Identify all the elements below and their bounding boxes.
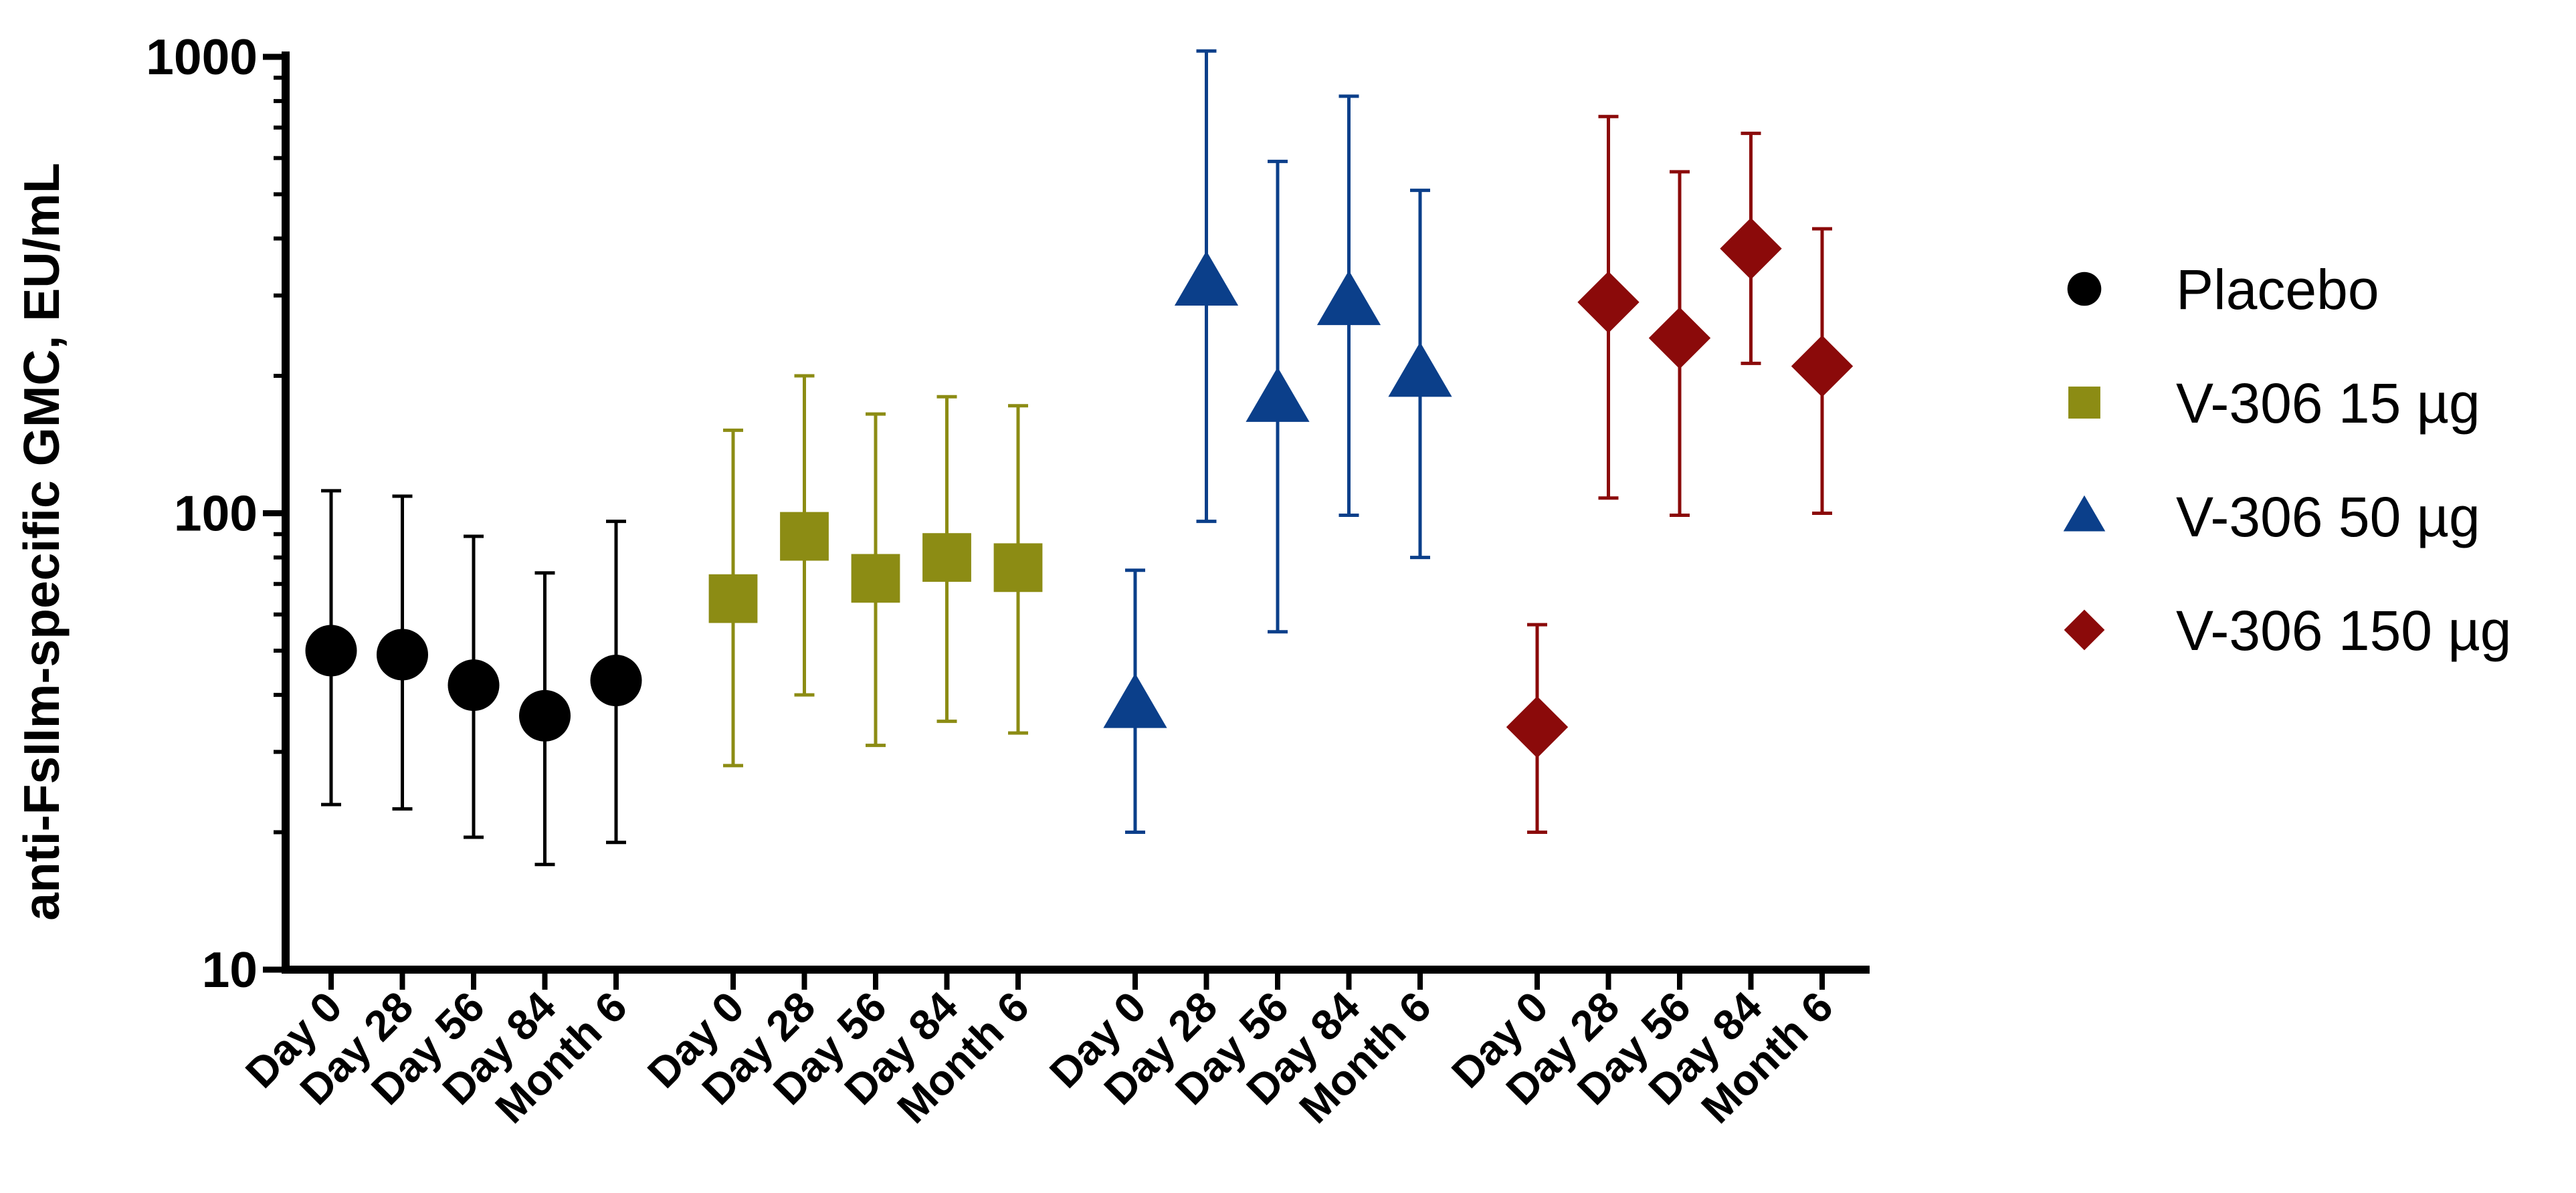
data-point: [305, 625, 357, 677]
data-point: [708, 574, 758, 623]
data-point: [590, 655, 642, 707]
data-point: [1388, 342, 1452, 397]
legend-label: V-306 15 µg: [2176, 372, 2480, 435]
data-point: [780, 512, 829, 561]
legend-label: V-306 50 µg: [2176, 485, 2480, 548]
y-tick-label: 1000: [146, 29, 258, 85]
series-1: [708, 374, 1043, 768]
data-point: [1316, 270, 1381, 326]
legend-marker: [2067, 272, 2102, 306]
data-point: [1246, 366, 1310, 422]
series-3: [1506, 114, 1854, 835]
legend-marker: [2068, 387, 2100, 419]
legend-label: Placebo: [2176, 258, 2379, 321]
legend-marker: [2064, 609, 2105, 651]
legend-item: V-306 50 µg: [2063, 485, 2480, 548]
data-point: [1577, 271, 1640, 334]
data-point: [993, 543, 1043, 592]
legend-item: V-306 150 µg: [2064, 599, 2511, 662]
data-point: [1648, 307, 1711, 369]
series-0: [305, 489, 642, 867]
legend-label: V-306 150 µg: [2176, 599, 2511, 662]
legend-item: Placebo: [2067, 258, 2379, 321]
data-point: [1720, 217, 1782, 280]
data-point: [1506, 696, 1569, 758]
data-point: [851, 554, 900, 603]
data-point: [377, 629, 428, 681]
series-2: [1103, 49, 1452, 835]
data-point: [922, 533, 971, 582]
legend-marker: [2063, 495, 2106, 532]
y-tick-label: 10: [202, 942, 258, 998]
legend: Placebo V-306 15 µg V-306 50 µg V-306 150 µ…: [2063, 258, 2511, 662]
y-axis-label: anti-FsIIm-specific GMC, EU/mL: [13, 162, 70, 921]
series-layer: [305, 49, 1854, 867]
data-point: [519, 689, 571, 742]
y-tick-label: 100: [174, 485, 258, 542]
data-point: [1174, 251, 1239, 306]
legend-item: V-306 15 µg: [2068, 372, 2480, 435]
data-point: [448, 659, 500, 712]
data-point: [1791, 335, 1854, 397]
data-point: [1103, 673, 1167, 728]
